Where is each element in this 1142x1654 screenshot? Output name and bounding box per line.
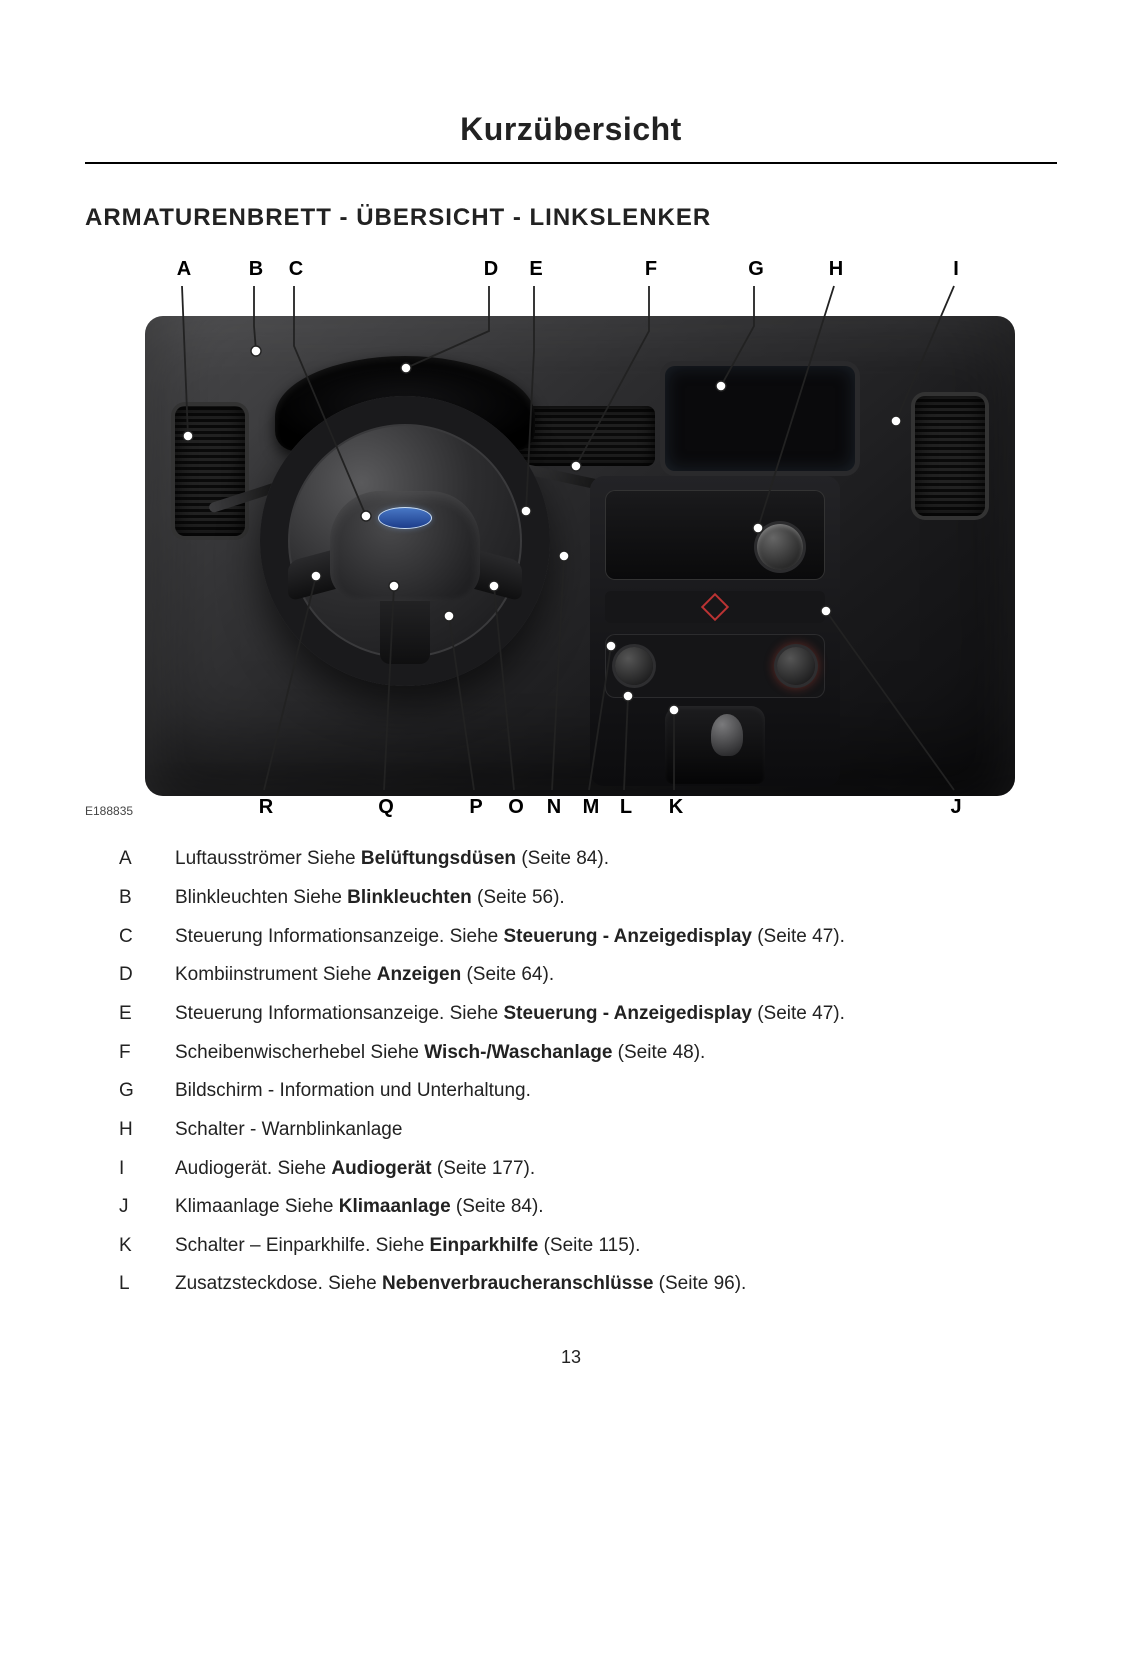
legend-item-a: ALuftausströmer Siehe Belüftungsdüsen (S… bbox=[119, 846, 1037, 872]
page-number: 13 bbox=[85, 1347, 1057, 1368]
page-title: Kurzübersicht bbox=[85, 111, 1057, 164]
legend-item-d: DKombiinstrument Siehe Anzeigen (Seite 6… bbox=[119, 962, 1037, 988]
callout-letter-l: L bbox=[615, 796, 637, 819]
legend-text: Blinkleuchten Siehe Blinkleuchten (Seite… bbox=[175, 885, 1037, 911]
callout-letter-a: A bbox=[173, 258, 195, 281]
legend-text: Steuerung Informationsanzeige. Siehe Ste… bbox=[175, 924, 1037, 950]
legend-item-h: HSchalter - Warnblinkanlage bbox=[119, 1117, 1037, 1143]
legend-item-k: KSchalter – Einparkhilfe. Siehe Einparkh… bbox=[119, 1233, 1037, 1259]
callout-letter-g: G bbox=[745, 258, 767, 281]
legend-item-i: IAudiogerät. Siehe Audiogerät (Seite 177… bbox=[119, 1156, 1037, 1182]
callout-letter-i: I bbox=[945, 258, 967, 281]
callout-letter-f: F bbox=[640, 258, 662, 281]
dashboard-diagram: E188835 A BC DE F G H I R Q PONML K J bbox=[85, 256, 1057, 826]
legend-text: Audiogerät. Siehe Audiogerät (Seite 177)… bbox=[175, 1156, 1037, 1182]
legend-letter: I bbox=[119, 1156, 175, 1182]
callout-letter-n: N bbox=[543, 796, 565, 819]
legend-letter: L bbox=[119, 1271, 175, 1297]
callout-letter-e: E bbox=[525, 258, 547, 281]
callout-letter-m: M bbox=[580, 796, 602, 819]
legend-letter: K bbox=[119, 1233, 175, 1259]
callout-letter-h: H bbox=[825, 258, 847, 281]
legend-item-b: BBlinkleuchten Siehe Blinkleuchten (Seit… bbox=[119, 885, 1037, 911]
legend-letter: J bbox=[119, 1194, 175, 1220]
legend-item-f: FScheibenwischerhebel Siehe Wisch-/Wasch… bbox=[119, 1040, 1037, 1066]
steering-wheel-icon bbox=[260, 396, 550, 686]
air-vent-left-icon bbox=[175, 406, 245, 536]
hazard-switch-icon bbox=[605, 591, 825, 623]
audio-unit-icon bbox=[605, 490, 825, 580]
climate-control-icon bbox=[605, 634, 825, 698]
legend-text: Steuerung Informationsanzeige. Siehe Ste… bbox=[175, 1001, 1037, 1027]
legend-text: Schalter – Einparkhilfe. Siehe Einparkhi… bbox=[175, 1233, 1037, 1259]
callout-letter-q: Q bbox=[375, 796, 397, 819]
air-vent-right-icon bbox=[915, 396, 985, 516]
callout-letter-p: P bbox=[465, 796, 487, 819]
legend-text: Luftausströmer Siehe Belüftungsdüsen (Se… bbox=[175, 846, 1037, 872]
callout-letter-d: D bbox=[480, 258, 502, 281]
gear-shifter-icon bbox=[665, 706, 765, 784]
section-title: ARMATURENBRETT - ÜBERSICHT - LINKSLENKER bbox=[85, 204, 1057, 232]
legend-text: Bildschirm - Information und Unterhaltun… bbox=[175, 1078, 1037, 1104]
legend-item-c: CSteuerung Informationsanzeige. Siehe St… bbox=[119, 924, 1037, 950]
callout-letter-j: J bbox=[945, 796, 967, 819]
legend-letter: F bbox=[119, 1040, 175, 1066]
callout-letter-o: O bbox=[505, 796, 527, 819]
legend-letter: C bbox=[119, 924, 175, 950]
legend-text: Kombiinstrument Siehe Anzeigen (Seite 64… bbox=[175, 962, 1037, 988]
callout-letter-r: R bbox=[255, 796, 277, 819]
image-reference-number: E188835 bbox=[85, 804, 133, 818]
legend-text: Scheibenwischerhebel Siehe Wisch-/Wascha… bbox=[175, 1040, 1037, 1066]
callout-letter-b: B bbox=[245, 258, 267, 281]
legend-item-g: GBildschirm - Information und Unterhaltu… bbox=[119, 1078, 1037, 1104]
legend-list: ALuftausströmer Siehe Belüftungsdüsen (S… bbox=[85, 846, 1057, 1297]
legend-letter: G bbox=[119, 1078, 175, 1104]
legend-text: Klimaanlage Siehe Klimaanlage (Seite 84)… bbox=[175, 1194, 1037, 1220]
callout-letter-c: C bbox=[285, 258, 307, 281]
center-stack-icon bbox=[590, 476, 840, 786]
callout-letter-k: K bbox=[665, 796, 687, 819]
legend-item-e: ESteuerung Informationsanzeige. Siehe St… bbox=[119, 1001, 1037, 1027]
dashboard-illustration bbox=[145, 316, 1015, 796]
legend-item-l: LZusatzsteckdose. Siehe Nebenverbraucher… bbox=[119, 1271, 1037, 1297]
legend-letter: E bbox=[119, 1001, 175, 1027]
legend-text: Zusatzsteckdose. Siehe Nebenverbrauchera… bbox=[175, 1271, 1037, 1297]
legend-letter: D bbox=[119, 962, 175, 988]
legend-letter: H bbox=[119, 1117, 175, 1143]
legend-item-j: JKlimaanlage Siehe Klimaanlage (Seite 84… bbox=[119, 1194, 1037, 1220]
legend-letter: A bbox=[119, 846, 175, 872]
legend-text: Schalter - Warnblinkanlage bbox=[175, 1117, 1037, 1143]
legend-letter: B bbox=[119, 885, 175, 911]
infotainment-screen-icon bbox=[665, 366, 855, 471]
